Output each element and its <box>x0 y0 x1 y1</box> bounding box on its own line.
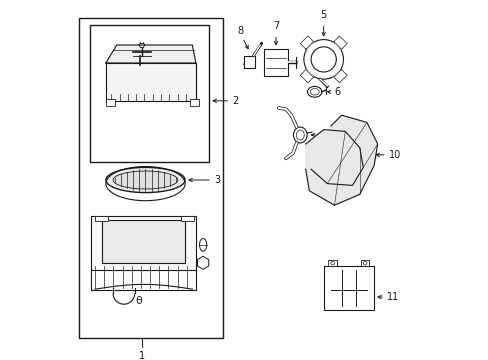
Text: 9: 9 <box>320 130 325 140</box>
Bar <box>106 99 115 106</box>
Polygon shape <box>106 45 196 63</box>
Polygon shape <box>305 115 377 205</box>
Polygon shape <box>300 36 313 49</box>
Bar <box>181 216 194 221</box>
Polygon shape <box>102 220 185 263</box>
Text: 1: 1 <box>139 351 144 360</box>
Ellipse shape <box>293 127 306 143</box>
Circle shape <box>363 261 366 265</box>
Bar <box>89 25 208 162</box>
Ellipse shape <box>307 86 321 97</box>
Circle shape <box>310 47 336 72</box>
Text: 3: 3 <box>213 175 220 185</box>
Bar <box>190 99 199 106</box>
Polygon shape <box>244 56 255 68</box>
Text: 7: 7 <box>272 21 279 31</box>
Bar <box>328 260 336 266</box>
Polygon shape <box>106 63 196 101</box>
Text: 10: 10 <box>387 150 400 160</box>
Ellipse shape <box>113 171 178 189</box>
Bar <box>264 49 287 76</box>
Ellipse shape <box>199 238 206 251</box>
Circle shape <box>303 40 343 79</box>
Text: θ: θ <box>135 296 142 306</box>
Text: 2: 2 <box>231 96 238 106</box>
Text: 8: 8 <box>237 26 244 36</box>
Bar <box>95 216 107 221</box>
Bar <box>323 266 373 310</box>
Polygon shape <box>333 36 346 49</box>
Ellipse shape <box>296 130 304 140</box>
Bar <box>79 18 223 338</box>
Text: 11: 11 <box>386 292 398 302</box>
Polygon shape <box>333 69 346 83</box>
Polygon shape <box>300 69 313 83</box>
Polygon shape <box>91 216 196 270</box>
Ellipse shape <box>309 89 319 95</box>
Text: 4: 4 <box>114 49 120 59</box>
Text: 6: 6 <box>334 87 340 97</box>
Bar <box>360 260 368 266</box>
Text: 5: 5 <box>320 10 326 20</box>
Circle shape <box>330 261 334 265</box>
Ellipse shape <box>106 167 185 193</box>
